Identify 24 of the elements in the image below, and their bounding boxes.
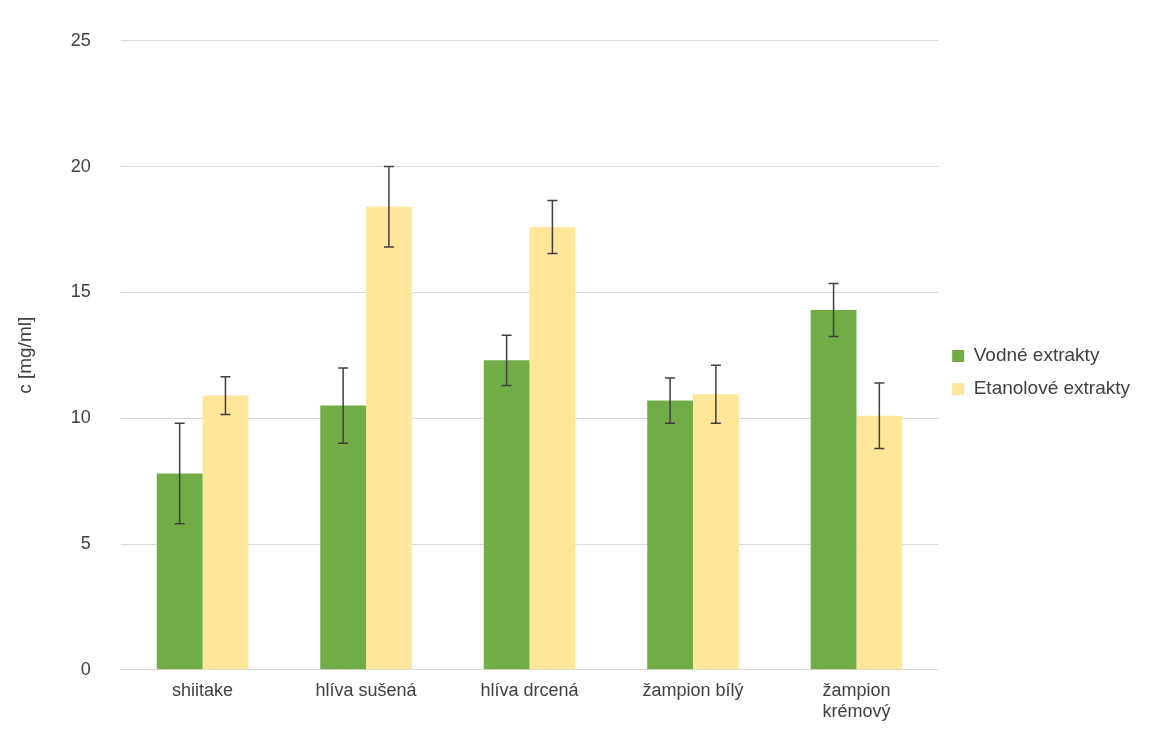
legend-label: Etanolové extrakty [973, 377, 1131, 399]
y-axis-title: c [mg/ml] [13, 316, 35, 394]
bar [647, 400, 693, 670]
x-tick-label: shiitake [172, 679, 234, 700]
y-tick-label: 0 [80, 658, 91, 679]
y-tick-label: 25 [70, 29, 91, 50]
bar [692, 394, 739, 670]
bar [856, 415, 903, 670]
bar [366, 206, 412, 670]
bar [483, 360, 530, 670]
bar [156, 473, 203, 670]
y-tick-label: 20 [70, 155, 91, 176]
y-tick-label: 5 [80, 532, 91, 553]
x-tick-label: žampion bílý [642, 679, 744, 700]
x-tick-label: hlíva drcená [480, 679, 580, 700]
x-tick-label: žampion krémový [822, 679, 891, 722]
bar [529, 226, 576, 670]
bar [810, 310, 857, 670]
bar [202, 395, 249, 670]
y-tick-label: 15 [70, 281, 91, 302]
legend-label: Vodné extrakty [973, 344, 1100, 366]
x-tick-label: hlíva sušená [315, 679, 418, 700]
bar [320, 405, 367, 670]
y-tick-label: 10 [70, 407, 91, 428]
